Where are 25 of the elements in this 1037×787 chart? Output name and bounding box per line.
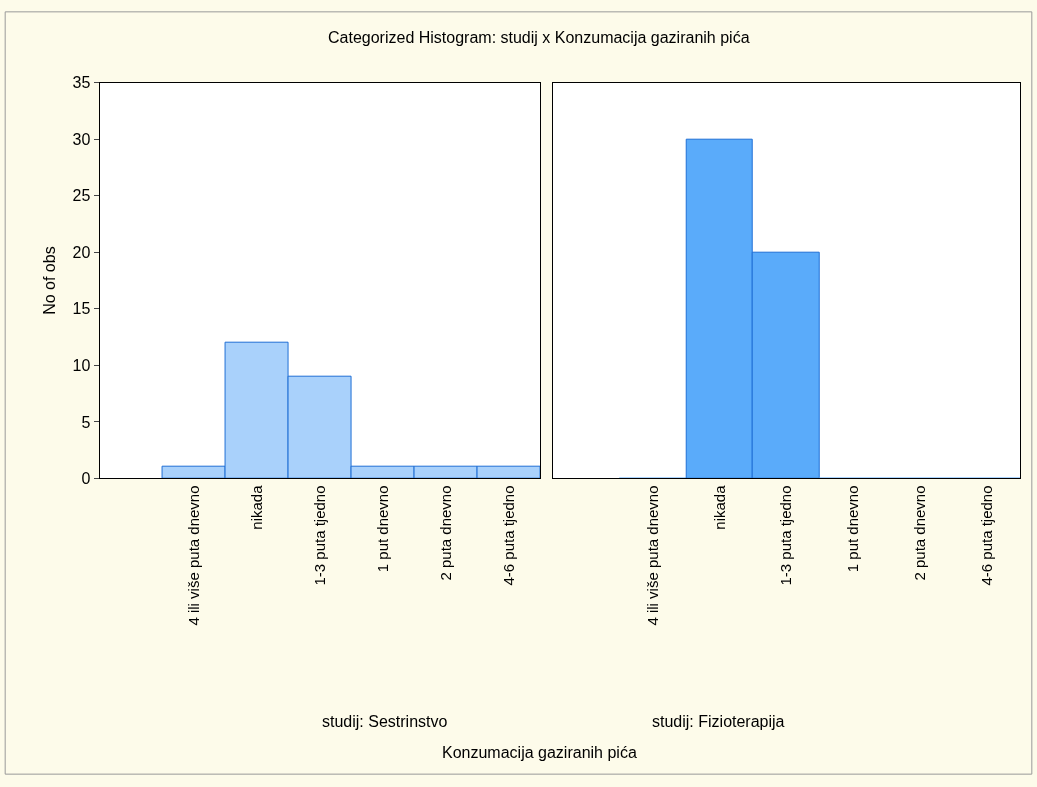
x-tick-label: 4-6 puta tjedno — [977, 485, 995, 586]
y-tick-label: 25 — [72, 187, 91, 205]
y-tick-label: 0 — [81, 470, 91, 488]
y-tick-label: 35 — [72, 74, 91, 92]
x-tick-label: 2 puta dnevno — [436, 485, 454, 581]
y-tick-label: 30 — [72, 130, 91, 148]
x-tick-label: 4-6 puta tjedno — [499, 485, 517, 586]
chart-title: Categorized Histogram: studij x Konzumacija gaziranih pića — [328, 29, 750, 46]
y-tick-label: 15 — [72, 300, 91, 318]
x-tick-label: 1 put dnevno — [844, 485, 862, 573]
x-axis-title: studij: Fizioterapija — [652, 713, 785, 730]
x-tick-label: 4 ili više puta dnevno — [184, 485, 202, 626]
y-axis-title: No of obs — [41, 246, 59, 315]
x-tick-label: 1-3 puta tjedno — [310, 485, 328, 586]
y-tick-label: 5 — [81, 413, 91, 431]
text: Konzumacija gaziranih pića — [442, 744, 637, 761]
y-tick-label: 10 — [72, 356, 91, 374]
x-tick-label: 1 put dnevno — [373, 485, 391, 573]
x-tick-label: 1-3 puta tjedno — [777, 485, 795, 586]
x-tick-label: 4 ili više puta dnevno — [643, 485, 661, 626]
x-tick-label: 2 puta dnevno — [911, 485, 929, 581]
x-tick-label: nikada — [710, 484, 728, 530]
y-tick-label: 20 — [72, 243, 91, 261]
x-tick-label: nikada — [247, 484, 265, 530]
x-axis-title: studij: Sestrinstvo — [322, 713, 448, 730]
